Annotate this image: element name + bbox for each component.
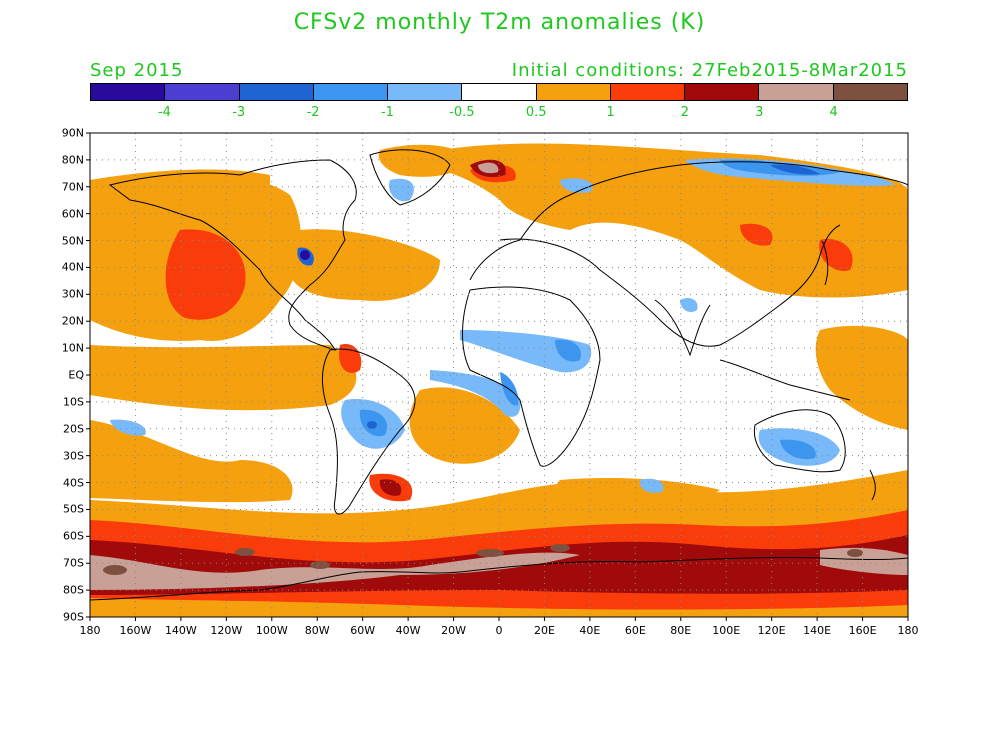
lat-label: 60S <box>63 529 84 543</box>
colorbar-label: 0.5 <box>525 105 547 120</box>
lat-label: 50N <box>61 234 84 248</box>
lon-label: 40W <box>395 624 421 637</box>
colorbar-label: -1 <box>380 105 394 120</box>
forecast-month: Sep 2015 <box>90 60 184 81</box>
lon-label: 80W <box>304 624 330 637</box>
colorbar-segment <box>685 84 760 100</box>
lat-label: 90S <box>63 610 84 624</box>
lat-label: 10N <box>61 341 84 355</box>
lat-label: 40N <box>61 260 84 274</box>
lon-label: 120E <box>757 624 786 637</box>
axis-ticks <box>86 132 909 621</box>
lon-label: 160E <box>848 624 877 637</box>
lon-label: 180 <box>79 624 101 637</box>
lon-label: 140W <box>164 624 197 637</box>
colorbar-segment <box>610 84 686 100</box>
lat-label: 60N <box>61 207 84 221</box>
lat-label: 30S <box>63 449 84 463</box>
colorbar-label: 2 <box>680 105 690 120</box>
colorbar <box>90 83 908 101</box>
colorbar-label: -3 <box>232 105 246 120</box>
lat-label: 10S <box>63 395 84 409</box>
colorbar-segment <box>462 84 537 100</box>
lat-label: 80S <box>63 583 84 597</box>
lat-label: 20N <box>61 314 84 328</box>
lon-label: 80E <box>670 624 692 637</box>
colorbar-segment <box>313 84 389 100</box>
map-title: CFSv2 monthly T2m anomalies (K) <box>293 10 706 35</box>
coastlines <box>90 149 908 601</box>
colorbar-segment <box>239 84 314 100</box>
lon-label: 20E <box>533 624 555 637</box>
lon-label: 0 <box>495 624 503 637</box>
lat-label: 70N <box>61 180 84 194</box>
lon-label: 40E <box>579 624 601 637</box>
initial-conditions: Initial conditions: 27Feb2015-8Mar2015 <box>511 60 908 81</box>
colorbar-segment <box>91 84 166 100</box>
colorbar-label: -0.5 <box>449 105 475 120</box>
lon-label: 140E <box>803 624 832 637</box>
colorbar-segment <box>165 84 240 100</box>
lat-label: 90N <box>61 126 84 140</box>
lat-label: 20S <box>63 422 84 436</box>
colorbar-segment <box>759 84 834 100</box>
lon-label: 60W <box>350 624 376 637</box>
colorbar-segment <box>388 84 463 100</box>
anomaly-fill-neg4 <box>300 250 310 260</box>
lon-label: 20W <box>441 624 466 637</box>
lat-label: 30N <box>61 287 84 301</box>
lon-label: 180 <box>897 624 919 637</box>
colorbar-label: -2 <box>306 105 320 120</box>
lat-label: 50S <box>63 502 84 516</box>
anomaly-fill-pos4 <box>103 544 863 575</box>
colorbar-segment <box>536 84 611 100</box>
lat-label: 40S <box>63 476 84 490</box>
colorbar-label: 1 <box>606 105 615 120</box>
colorbar-label: 3 <box>755 105 764 120</box>
lon-label: 120W <box>210 624 243 637</box>
lat-lon-grid <box>90 133 908 617</box>
colorbar-label: -4 <box>157 105 171 120</box>
colorbar-segment <box>833 84 907 100</box>
lat-label: 70S <box>63 556 84 570</box>
colorbar-label: 4 <box>829 105 838 120</box>
lon-label: 100W <box>255 624 288 637</box>
lon-label: 60E <box>624 624 646 637</box>
lon-label: 160W <box>119 624 152 637</box>
lon-label: 100E <box>712 624 741 637</box>
anomaly-fill-pos3 <box>90 162 908 590</box>
lat-label: EQ <box>68 368 84 382</box>
lat-label: 80N <box>61 153 84 167</box>
